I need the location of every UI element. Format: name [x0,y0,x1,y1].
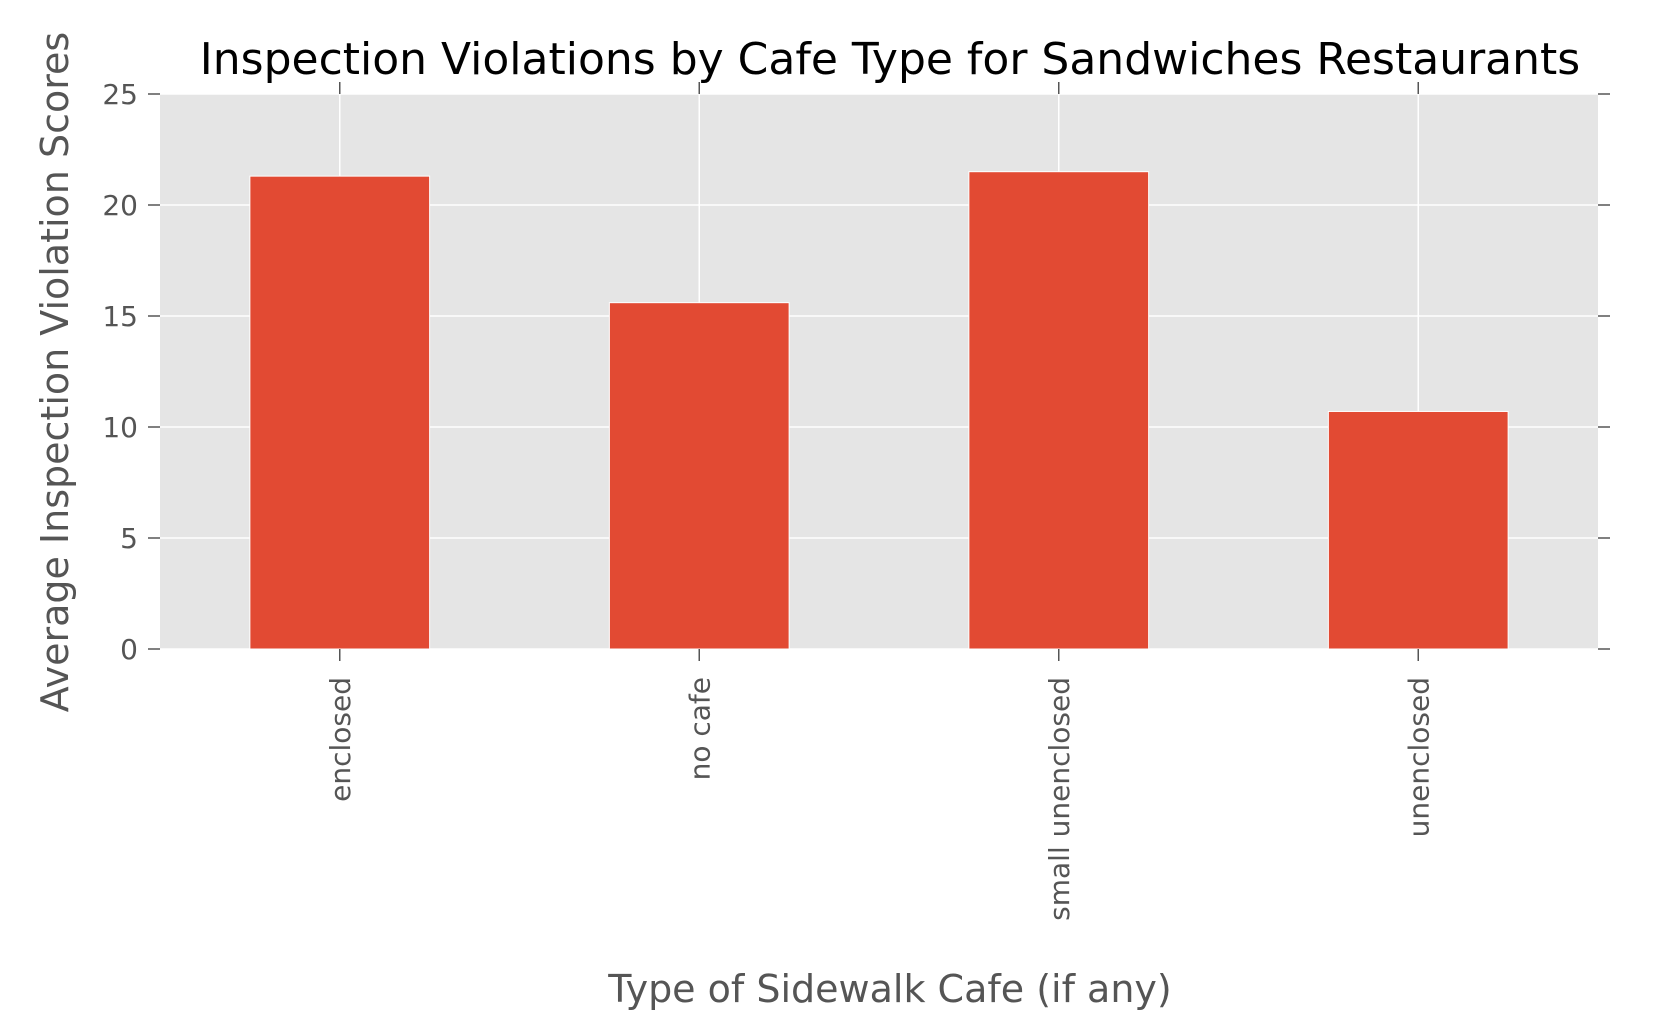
y-tick-label: 5 [120,522,138,555]
y-axis-label: Average Inspection Violation Scores [33,32,77,712]
bars [249,171,1509,650]
bar [968,171,1150,650]
y-tick-label: 15 [102,300,138,333]
x-tick-labels: enclosed no cafe small unenclosed unenclose… [324,677,1436,921]
x-tick-label: no cafe [683,677,716,780]
bar [1327,410,1509,650]
x-tick-label: small unenclosed [1043,677,1076,921]
y-tick-label: 0 [120,633,138,666]
x-axis-label: Type of Sidewalk Cafe (if any) [607,967,1171,1011]
chart-title: Inspection Violations by Cafe Type for S… [200,34,1580,85]
y-tick-label: 10 [102,411,138,444]
y-tick-label: 20 [102,189,138,222]
y-tick-labels: 0 5 10 15 20 25 [102,78,138,666]
x-tick-label: unenclosed [1402,677,1435,837]
y-tick-label: 25 [102,78,138,111]
axis-ticks [148,82,1610,661]
bar [249,175,431,650]
x-tick-label: enclosed [324,677,357,802]
bar [608,302,790,650]
